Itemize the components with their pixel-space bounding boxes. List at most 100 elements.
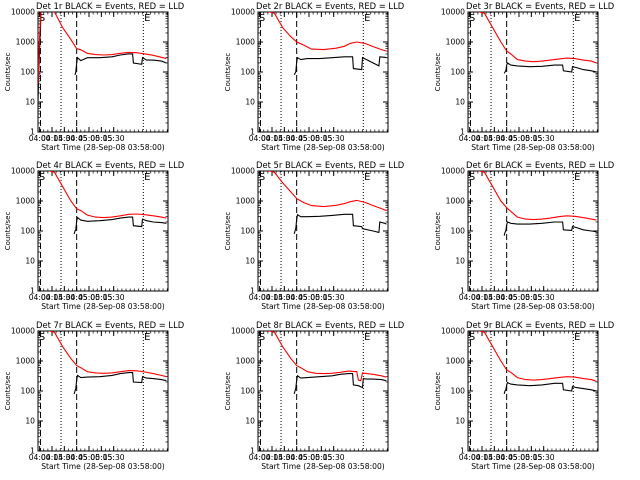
- x-axis-label: Start Time (28-Sep-08 03:58:00): [471, 302, 595, 311]
- x-tick-label: 04:45: [496, 453, 518, 462]
- x-tick-label: 05:00: [298, 293, 320, 302]
- y-tick-label: 10000: [11, 167, 35, 176]
- y-tick-label: 10000: [231, 327, 255, 336]
- series-line-lld: [267, 171, 387, 212]
- x-tick-label: 05:00: [508, 453, 530, 462]
- x-tick-label: 05:30: [533, 293, 555, 302]
- x-tick-label: 04:15: [261, 134, 283, 143]
- x-tick-label: 04:30: [483, 134, 505, 143]
- y-tick-label: 10: [25, 98, 35, 107]
- y-tick-label: 1: [30, 447, 35, 456]
- chart-title: Det 3r BLACK = Events, RED = LLD: [466, 1, 614, 11]
- x-axis-label: Start Time (28-Sep-08 03:58:00): [471, 143, 595, 152]
- x-tick-label: 05:30: [533, 453, 555, 462]
- x-tick-label: 05:15: [310, 453, 332, 462]
- x-tick-label: 04:15: [471, 293, 493, 302]
- x-axis-label: Start Time (28-Sep-08 03:58:00): [261, 462, 385, 471]
- x-tick-label: 04:30: [273, 293, 295, 302]
- x-tick-label: 04:45: [496, 134, 518, 143]
- x-tick-label: 04:00: [459, 453, 481, 462]
- annotation-e: E: [364, 172, 370, 183]
- x-tick-label: 05:15: [90, 134, 112, 143]
- y-tick-label: 1: [30, 287, 35, 296]
- y-tick-label: 1: [250, 447, 255, 456]
- annotation-e: E: [574, 172, 580, 183]
- y-axis-label: Counts/sec: [434, 53, 442, 92]
- x-tick-label: 05:00: [78, 453, 100, 462]
- y-axis-label: Counts/sec: [4, 53, 12, 92]
- y-tick-label: 1000: [446, 197, 465, 206]
- x-tick-label: 04:00: [249, 453, 271, 462]
- x-tick-label: 05:30: [323, 453, 345, 462]
- y-tick-label: 10: [245, 98, 255, 107]
- x-tick-label: 05:30: [323, 293, 345, 302]
- x-tick-label: 04:45: [286, 293, 308, 302]
- series-line-lld: [477, 171, 597, 221]
- x-tick-label: 04:00: [29, 453, 51, 462]
- x-tick-label: 05:30: [533, 134, 555, 143]
- y-tick-label: 100: [241, 68, 256, 77]
- chart-panel-9: Det 9r BLACK = Events, RED = LLD 1 10 100 10…: [434, 320, 614, 471]
- chart-title: Det 2r BLACK = Events, RED = LLD: [256, 1, 404, 11]
- chart-title: Det 5r BLACK = Events, RED = LLD: [256, 160, 404, 170]
- y-axis-label: Counts/sec: [224, 53, 232, 92]
- plot-frame: [37, 11, 169, 133]
- y-tick-label: 10000: [231, 167, 255, 176]
- chart-panel-8: Det 8r BLACK = Events, RED = LLD 1 10 100 10…: [224, 320, 404, 471]
- y-axis-label: Counts/sec: [4, 212, 12, 251]
- annotation-s: S: [39, 13, 45, 24]
- x-tick-label: 04:30: [53, 134, 75, 143]
- plot-frame: [257, 170, 389, 292]
- annotation-s: S: [469, 172, 475, 183]
- chart-title: Det 6r BLACK = Events, RED = LLD: [466, 160, 614, 170]
- series-line-lld: [477, 12, 597, 64]
- y-tick-label: 1: [250, 287, 255, 296]
- annotation-e: E: [364, 332, 370, 343]
- annotation-s: S: [259, 172, 265, 183]
- x-tick-label: 04:30: [483, 293, 505, 302]
- annotation-s: S: [259, 332, 265, 343]
- x-tick-label: 05:00: [298, 453, 320, 462]
- x-tick-label: 05:15: [310, 134, 332, 143]
- series-line-lld: [477, 331, 597, 382]
- y-tick-label: 10: [245, 257, 255, 266]
- x-axis-label: Start Time (28-Sep-08 03:58:00): [261, 143, 385, 152]
- y-tick-label: 100: [241, 227, 256, 236]
- plot-frame: [257, 330, 389, 452]
- chart-panel-3: Det 3r BLACK = Events, RED = LLD 1 10 100 10…: [434, 1, 614, 152]
- series-line-lld: [267, 331, 387, 382]
- y-tick-label: 10: [455, 417, 465, 426]
- annotation-s: S: [39, 332, 45, 343]
- x-axis-label: Start Time (28-Sep-08 03:58:00): [261, 302, 385, 311]
- x-tick-label: 04:15: [41, 453, 63, 462]
- x-axis-label: Start Time (28-Sep-08 03:58:00): [41, 302, 165, 311]
- x-tick-label: 04:45: [286, 134, 308, 143]
- x-tick-label: 04:45: [66, 134, 88, 143]
- x-tick-label: 05:30: [103, 293, 125, 302]
- y-tick-label: 1000: [16, 357, 35, 366]
- annotation-s: S: [39, 172, 45, 183]
- y-tick-label: 1000: [446, 38, 465, 47]
- chart-panel-2: Det 2r BLACK = Events, RED = LLD 1 10 100 10…: [224, 1, 404, 152]
- x-axis-label: Start Time (28-Sep-08 03:58:00): [471, 462, 595, 471]
- y-tick-label: 100: [451, 68, 466, 77]
- y-tick-label: 1000: [16, 197, 35, 206]
- y-tick-label: 10000: [441, 327, 465, 336]
- chart-panel-7: Det 7r BLACK = Events, RED = LLD 1 10 100 10…: [4, 320, 184, 471]
- y-tick-label: 100: [21, 227, 36, 236]
- series-line-events: [73, 372, 167, 395]
- x-tick-label: 04:30: [53, 453, 75, 462]
- series-line-events: [503, 221, 597, 236]
- y-tick-label: 1: [30, 128, 35, 137]
- chart-title: Det 4r BLACK = Events, RED = LLD: [36, 160, 184, 170]
- chart-panel-6: Det 6r BLACK = Events, RED = LLD 1 10 100 10…: [434, 160, 614, 311]
- y-tick-label: 100: [451, 227, 466, 236]
- y-tick-label: 1: [460, 128, 465, 137]
- chart-panel-5: Det 5r BLACK = Events, RED = LLD 1 10 100 10…: [224, 160, 404, 311]
- plot-frame: [37, 330, 169, 452]
- x-tick-label: 05:00: [508, 293, 530, 302]
- series-line-lld: [38, 12, 167, 84]
- x-tick-label: 05:30: [103, 134, 125, 143]
- y-tick-label: 1000: [16, 38, 35, 47]
